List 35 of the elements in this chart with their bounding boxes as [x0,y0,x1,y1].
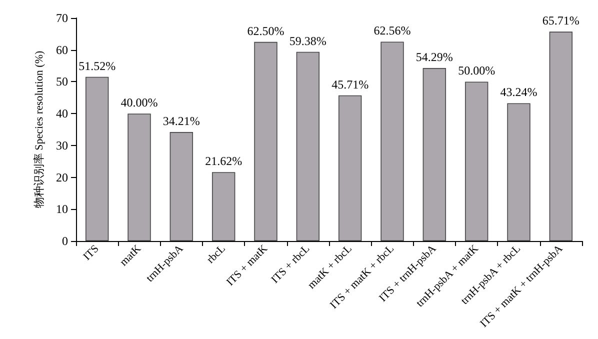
data-label: 43.24% [500,85,538,100]
y-axis-title: 物种识别率 Species resolution (%) [32,50,46,208]
bar [549,32,573,241]
y-tick-label: 30 [56,138,68,152]
y-tick-label: 10 [56,202,68,216]
data-label: 50.00% [458,64,496,78]
data-label: 21.62% [205,154,242,168]
y-tick-label: 0 [62,234,68,248]
data-label: 51.52% [78,58,116,73]
bar [507,103,530,241]
data-label: 65.71% [542,14,580,28]
bar [338,95,362,241]
y-tick-label: 40 [56,106,68,121]
bar [464,82,488,241]
data-label: 54.29% [416,50,453,64]
bar [422,68,446,241]
y-tick-label: 70 [56,11,68,25]
data-label: 62.50% [247,24,284,38]
data-label: 62.56% [374,24,411,38]
bar [128,114,151,241]
data-label: 59.38% [289,34,326,48]
x-tick-label: rbcL [204,242,228,266]
y-tick-label: 20 [56,170,68,184]
y-tick-label: 50 [56,74,68,89]
data-label: 34.21% [162,114,200,128]
x-tick-label: ITS [81,242,102,263]
bar [170,132,194,241]
data-label: 45.71% [332,77,369,92]
y-tick-label: 60 [56,42,68,57]
bar [380,42,404,241]
bar [85,76,109,241]
bar [212,172,236,241]
data-label: 40.00% [120,96,158,110]
bar [296,52,320,241]
bar [254,42,278,241]
